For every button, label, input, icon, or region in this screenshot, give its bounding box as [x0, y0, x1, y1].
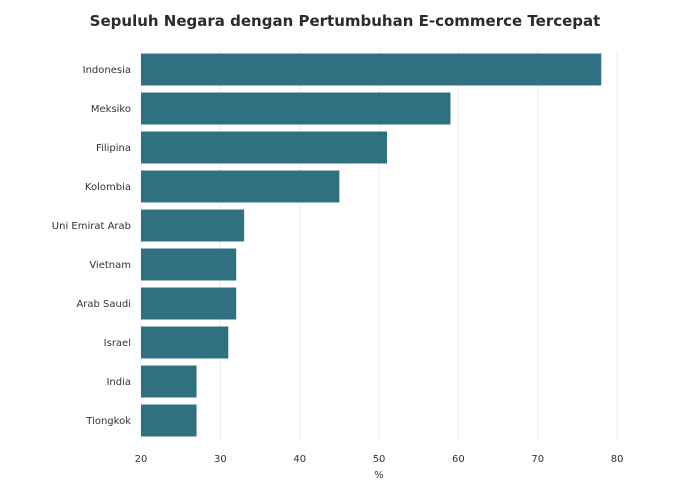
bar	[141, 365, 197, 398]
x-tick-label: 40	[293, 454, 306, 465]
x-tick-label: 60	[452, 454, 465, 465]
x-tick-label: 70	[531, 454, 544, 465]
category-label: Tiongkok	[85, 416, 131, 427]
bar	[141, 92, 451, 125]
bar	[141, 131, 387, 164]
category-labels: Indonesia Meksiko Filipina Kolombia Uni Emir…	[52, 65, 131, 427]
bar	[141, 248, 237, 281]
x-axis-label: %	[374, 470, 384, 481]
bar	[141, 170, 340, 203]
category-label: Indonesia	[83, 65, 131, 76]
bar	[141, 404, 197, 437]
category-label: Vietnam	[89, 260, 131, 271]
category-label: Filipina	[96, 143, 131, 154]
bar	[141, 53, 602, 86]
bars	[141, 53, 602, 437]
x-tick-label: 30	[214, 454, 227, 465]
x-tick-label: 80	[611, 454, 624, 465]
category-label: Arab Saudi	[76, 299, 131, 310]
category-label: Israel	[104, 338, 131, 349]
x-tick-label: 20	[135, 454, 148, 465]
bar	[141, 326, 229, 359]
x-tick-label: 50	[373, 454, 386, 465]
bar	[141, 209, 245, 242]
category-label: India	[106, 377, 131, 388]
category-label: Kolombia	[85, 182, 131, 193]
bar	[141, 287, 237, 320]
category-label: Meksiko	[91, 104, 131, 115]
chart-title: Sepuluh Negara dengan Pertumbuhan E-comm…	[90, 12, 601, 30]
x-tick-labels: 20 30 40 50 60 70 80	[135, 454, 624, 465]
category-label: Uni Emirat Arab	[52, 221, 131, 232]
